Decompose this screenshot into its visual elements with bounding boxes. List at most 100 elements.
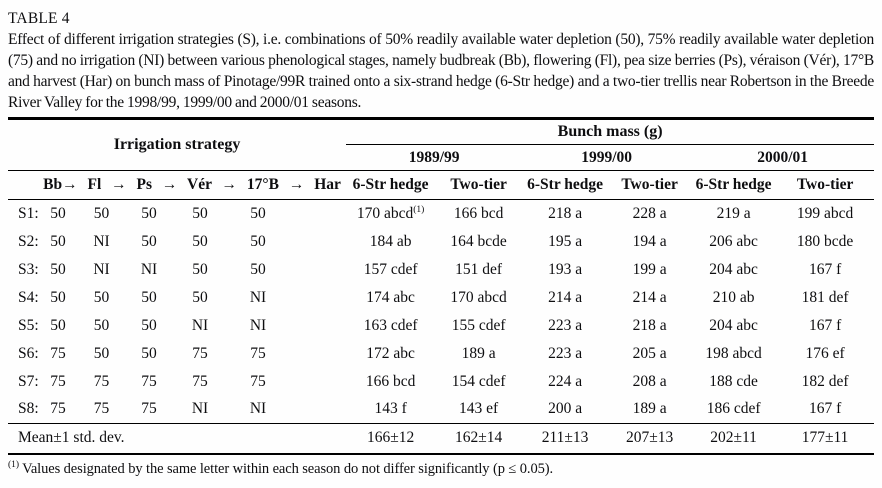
stage-depletion-value: 50 [93, 316, 110, 334]
column-group-irrigation-strategy: Irrigation strategy [8, 118, 347, 171]
stage-depletion-value: 50 [50, 316, 66, 334]
strategy-row: S2: 50 NI 50 50 50 184 ab 164 bcde 195 a 194 a 206… [8, 228, 874, 256]
strategy-label: S3: [18, 260, 39, 278]
strategy-label: S2: [18, 232, 39, 250]
footnote-marker: (1) [8, 459, 20, 470]
trellis-header-twotier-3: Two-tier [776, 170, 875, 200]
mean-row-label: Mean±1 std. dev. [18, 429, 125, 447]
table-caption-text: Effect of different irrigation strategie… [8, 31, 874, 111]
bunch-mass-value: 228 a [632, 204, 667, 222]
mean-value: 162±14 [454, 429, 503, 447]
stage-depletion-value: 50 [192, 260, 208, 278]
stage-depletion-value: 50 [192, 232, 208, 250]
bunch-mass-value: 214 a [548, 288, 583, 306]
bunch-mass-value: 154 cdef [451, 372, 506, 390]
bunch-mass-value: 195 a [548, 232, 583, 250]
bunch-mass-value: 167 f [776, 395, 875, 424]
mean-value: 202±11 [710, 429, 757, 447]
strategy-label: S6: [18, 344, 39, 362]
stage-depletion-value: NI [173, 395, 227, 424]
stage-depletion-value: 75 [38, 395, 78, 424]
stage-depletion-value: 75 [192, 372, 208, 390]
strategy-label: S8: [8, 395, 39, 424]
strategy-row: S7: 75 75 75 75 75 166 bcd 154 cdef 224 a 208 a 18… [8, 368, 874, 396]
strategy-row: S3: 50 NI NI 50 50 157 cdef 151 def 193 a 199 a 20… [8, 256, 874, 284]
bunch-mass-value: 143 ef [435, 395, 523, 424]
spacer-cell [289, 395, 347, 424]
stage-depletion-value: 50 [141, 316, 157, 334]
stage-depletion-value: 50 [250, 232, 266, 250]
spacer-cell [289, 256, 346, 284]
bunch-mass-value: 166 bcd [453, 204, 504, 222]
bunch-mass-value: 180 bcde [796, 232, 854, 250]
bunch-mass-value: 218 a [632, 316, 667, 334]
trellis-header-twotier-2: Two-tier [608, 170, 692, 200]
bunch-mass-value: 186 cdef [691, 395, 777, 424]
bunch-mass-value: 210 ab [712, 288, 755, 306]
season-header-row: 1989/99 1999/00 2000/01 [8, 144, 875, 171]
bunch-mass-value: 157 cdef [363, 260, 418, 278]
column-group-bunch-mass: Bunch mass (g) [346, 118, 875, 145]
spacer-cell [289, 200, 346, 228]
strategy-label: S7: [18, 372, 39, 390]
bunch-mass-value: 198 abcd [705, 344, 762, 362]
group-header-row: Irrigation strategy Bunch mass (g) [8, 118, 875, 171]
table-number: TABLE 4 [8, 10, 70, 27]
stage-depletion-value: 75 [250, 344, 266, 362]
stage-depletion-value: 50 [50, 260, 66, 278]
bunch-mass-value: 206 abc [709, 232, 758, 250]
irrigation-strategy-table: Irrigation strategy Bunch mass (g) 1989/… [8, 117, 875, 455]
stage-depletion-value: 50 [192, 288, 208, 306]
bunch-mass-value: 214 a [632, 288, 667, 306]
bunch-mass-value: 170 abcd [450, 288, 507, 306]
stage-depletion-value: NI [93, 232, 110, 250]
bunch-mass-value: 182 def [801, 372, 849, 390]
trellis-header-6str-3: 6-Str hedge [691, 170, 777, 200]
stage-depletion-value: NI [227, 395, 289, 424]
bunch-mass-value: 194 a [632, 232, 667, 250]
bunch-mass-value: 164 bcde [450, 232, 507, 250]
footnote-marker: (1) [413, 204, 425, 215]
strategy-label: S4: [18, 288, 39, 306]
table-caption-block: TABLE 4 Effect of different irrigation s… [8, 8, 874, 113]
spacer-cell [289, 284, 346, 312]
bunch-mass-value: 199 abcd [796, 204, 854, 222]
bunch-mass-value: 204 abc [709, 260, 758, 278]
trellis-header-6str-2: 6-Str hedge [522, 170, 609, 200]
table-body: S1: 50 50 50 50 50 170 abcd (1) 166 bcd 218 a 228 … [8, 200, 875, 424]
strategy-row: S4: 50 50 50 50 NI 174 abc 170 abcd 214 a 214 a 21… [8, 284, 874, 312]
mean-row: Mean±1 std. dev. 166±12 162±14 211±13 20… [8, 424, 874, 454]
stage-depletion-value: 75 [141, 372, 157, 390]
bunch-mass-value: 172 abc [366, 344, 415, 362]
trellis-header-twotier-1: Two-tier [435, 170, 523, 200]
strategy-label: S1: [18, 204, 39, 222]
stage-depletion-value: NI [140, 260, 158, 278]
mean-value: 166±12 [366, 429, 415, 447]
strategy-row: S5: 50 50 50 NI NI 163 cdef 155 cdef 223 a 218 a 2… [8, 312, 874, 340]
bunch-mass-value: 188 cde [709, 372, 758, 390]
bunch-mass-value: 174 abc [366, 288, 415, 306]
column-header-row: Bb→ Fl → Ps → Vér → 17°B → Har 6-Str hed… [8, 170, 875, 200]
stage-depletion-value: 75 [50, 344, 66, 362]
footnote-text: Values designated by the same letter wit… [22, 460, 554, 477]
bunch-mass-value: 143 f [346, 395, 436, 424]
stage-depletion-value: 50 [50, 204, 66, 222]
strategy-row: S6: 75 50 50 75 75 172 abc 189 a 223 a 205 a 198 a… [8, 340, 874, 368]
bunch-mass-value: 193 a [548, 260, 583, 278]
spacer-cell [289, 312, 346, 340]
strategy-row: S8: 75 75 75 NI NI 143 f 143 ef 200 a 189 a 186 cd… [8, 395, 875, 424]
bunch-mass-value: 219 a [716, 204, 751, 222]
stage-depletion-value: 50 [141, 232, 157, 250]
stage-depletion-value: 50 [93, 204, 110, 222]
stage-depletion-value: 75 [78, 395, 125, 424]
stage-depletion-value: 50 [250, 260, 266, 278]
mean-value: 211±13 [541, 429, 589, 447]
bunch-mass-value: 224 a [548, 372, 583, 390]
stage-depletion-value: 50 [50, 232, 66, 250]
bunch-mass-value: 218 a [548, 204, 583, 222]
bunch-mass-value: 223 a [548, 316, 583, 334]
table-footnote: (1) Values designated by the same letter … [8, 459, 874, 478]
bunch-mass-value: 208 a [632, 372, 667, 390]
mean-value: 207±13 [625, 429, 674, 447]
trellis-header-6str-1: 6-Str hedge [346, 170, 436, 200]
